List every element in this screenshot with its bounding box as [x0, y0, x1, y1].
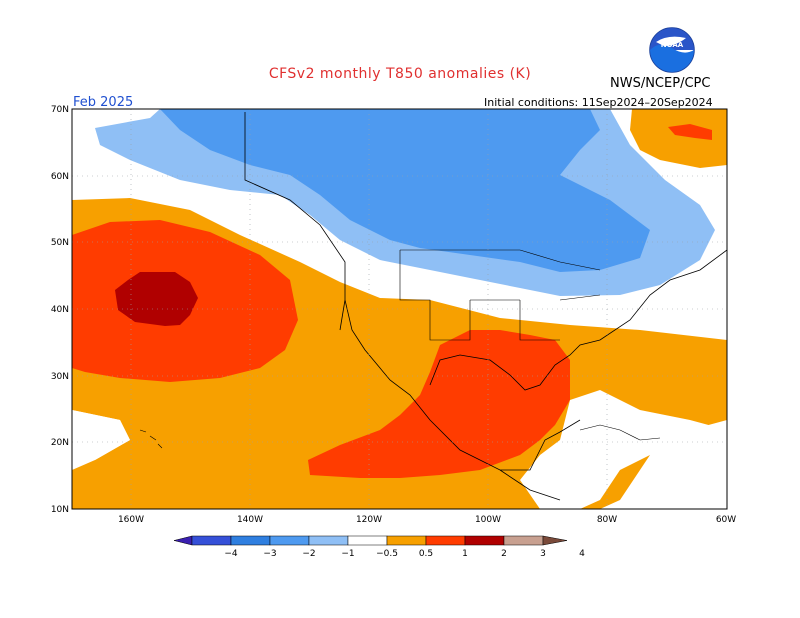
- lat-label: 70N: [51, 105, 69, 115]
- lat-label: 30N: [51, 372, 69, 382]
- lat-label: 50N: [51, 238, 69, 248]
- map-title: CFSv2 monthly T850 anomalies (K): [268, 66, 532, 82]
- map-frame: [71, 108, 728, 510]
- lon-label: 160W: [118, 515, 144, 525]
- colorbar-label: −1: [341, 549, 354, 559]
- colorbar-swatch: [269, 535, 310, 546]
- lat-label: 20N: [51, 438, 69, 448]
- colorbar-swatch: [308, 535, 349, 546]
- lat-labels: 70N 60N 50N 40N 30N 20N 10N: [51, 105, 69, 515]
- lon-label: 80W: [597, 515, 617, 525]
- forecast-month: Feb 2025: [73, 95, 134, 110]
- colorbar-swatch: [386, 535, 427, 546]
- colorbar-label: 0.5: [419, 549, 433, 559]
- coastline: [244, 112, 727, 501]
- lon-label: 140W: [237, 515, 263, 525]
- colorbar-arrow-low: [173, 535, 193, 546]
- lat-label: 10N: [51, 505, 69, 515]
- colorbar-swatch: [191, 535, 232, 546]
- colorbar-label: −3: [263, 549, 276, 559]
- warm-mexico-area: [308, 330, 570, 478]
- lon-label: 60W: [716, 515, 736, 525]
- noaa-logo-text: NOAA: [661, 41, 684, 49]
- colorbar-label: −0.5: [376, 549, 398, 559]
- lon-label: 100W: [475, 515, 501, 525]
- warm-northeast-area: [630, 109, 727, 168]
- colorbar-arrow-high: [542, 535, 568, 546]
- colorbar-label: 3: [540, 549, 546, 559]
- lat-label: 60N: [51, 172, 69, 182]
- cold-area: [160, 109, 650, 272]
- noaa-logo: NOAA: [649, 27, 695, 73]
- initial-conditions: Initial conditions: 11Sep2024–20Sep2024: [484, 96, 713, 109]
- lon-labels: 160W 140W 120W 100W 80W 60W: [118, 515, 736, 525]
- colorbar-swatch: [347, 535, 388, 546]
- lat-label: 40N: [51, 305, 69, 315]
- colorbar-label: 2: [501, 549, 507, 559]
- warm-peak-area: [115, 272, 198, 326]
- agency-label: NWS/NCEP/CPC: [610, 76, 711, 91]
- anomaly-fields: [72, 109, 727, 509]
- colorbar-label: −4: [224, 549, 238, 559]
- gridlines: [72, 109, 727, 509]
- colorbar-label: 1: [462, 549, 468, 559]
- colorbar-swatch: [425, 535, 466, 546]
- colorbar-label: −2: [302, 549, 315, 559]
- colorbar-swatch: [230, 535, 271, 546]
- colorbar-swatch: [503, 535, 544, 546]
- colorbar-swatch: [464, 535, 505, 546]
- colorbar-label: 4: [579, 549, 585, 559]
- colorbar: −4 −3 −2 −1 −0.5 0.5 1 2 3 4: [173, 535, 585, 559]
- lon-label: 120W: [356, 515, 382, 525]
